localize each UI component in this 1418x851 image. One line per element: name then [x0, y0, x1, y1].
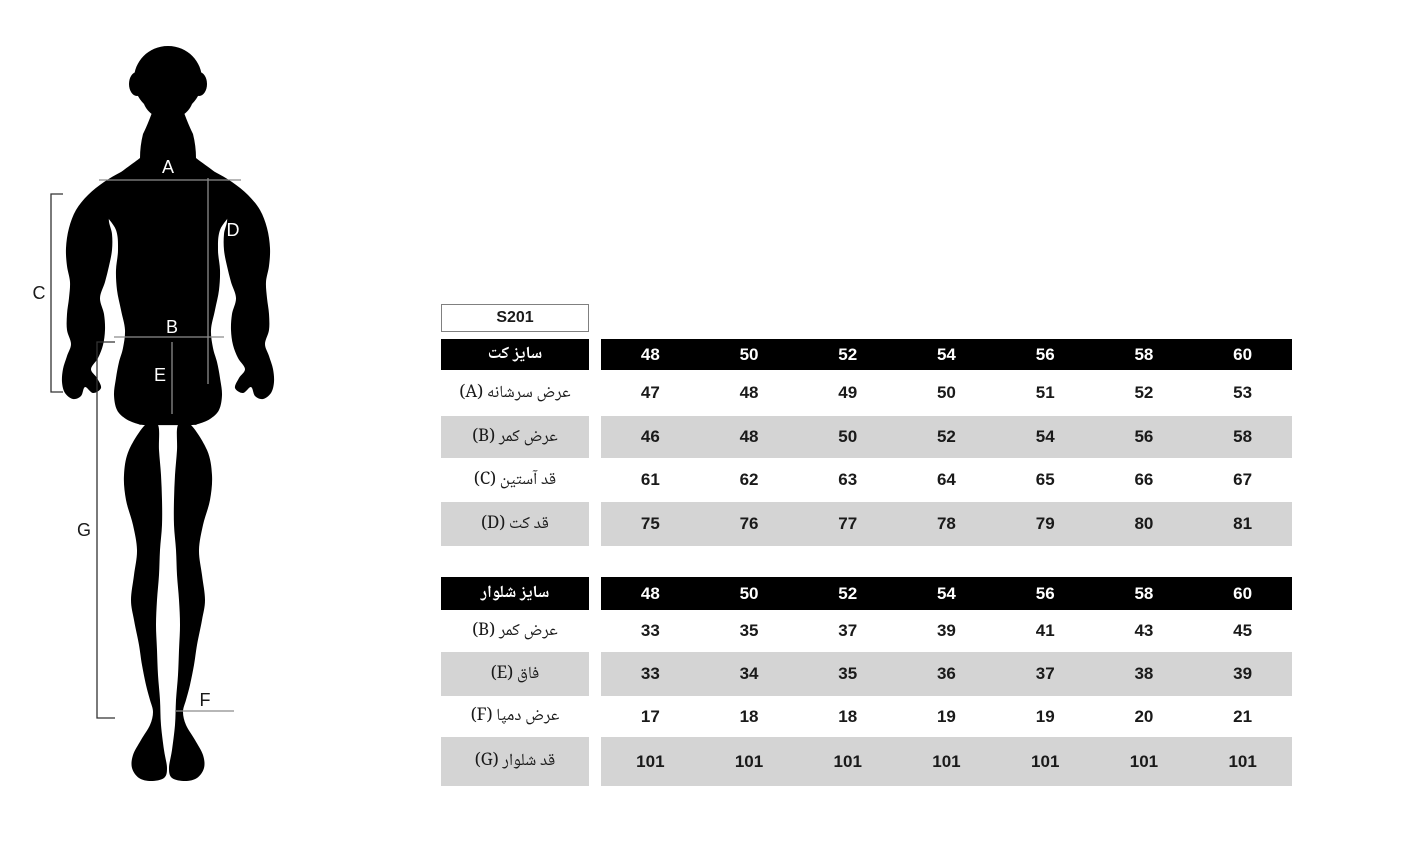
svg-text:F: F [200, 690, 211, 710]
svg-text:D: D [227, 220, 240, 240]
svg-text:E: E [154, 365, 166, 385]
svg-text:A: A [162, 157, 174, 177]
svg-text:B: B [166, 317, 178, 337]
svg-text:C: C [33, 283, 46, 303]
svg-text:G: G [77, 520, 91, 540]
